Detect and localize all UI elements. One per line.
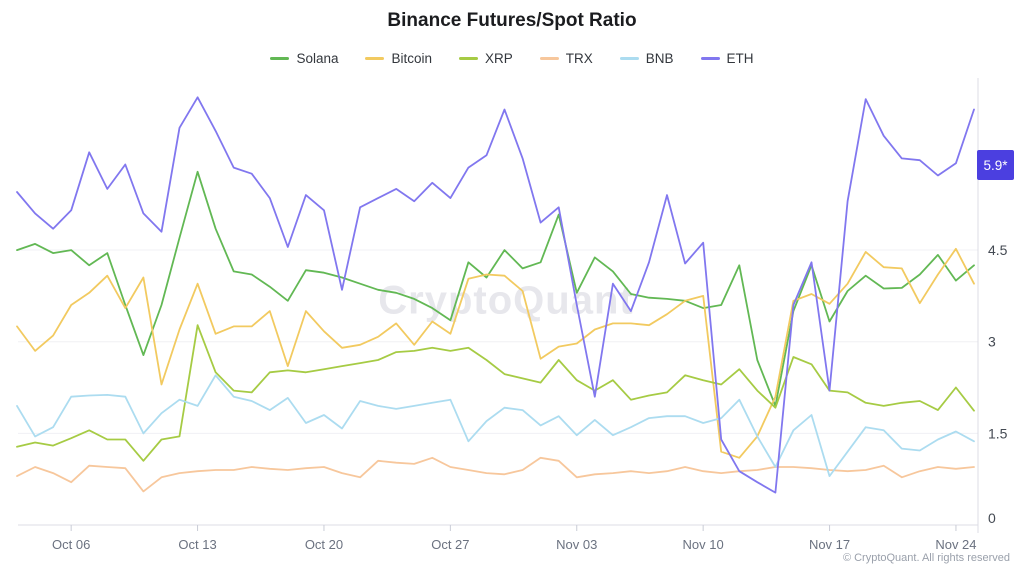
legend-label: BNB bbox=[645, 50, 674, 66]
copyright-note: © CryptoQuant. All rights reserved bbox=[842, 552, 1010, 564]
series-line-xrp bbox=[16, 324, 975, 462]
legend-dash-icon bbox=[459, 56, 479, 60]
series-line-bitcoin bbox=[16, 247, 975, 459]
legend-label: Solana bbox=[296, 50, 339, 66]
y-axis-label: 0 bbox=[988, 510, 996, 526]
legend-dash-icon bbox=[619, 56, 639, 60]
legend-item-bnb[interactable]: BNB bbox=[619, 50, 674, 66]
watermark: CryptoQuant bbox=[378, 278, 634, 323]
legend-item-solana[interactable]: Solana bbox=[270, 51, 338, 66]
legend-dash-icon bbox=[700, 56, 720, 60]
x-axis-label: Oct 06 bbox=[52, 537, 90, 552]
legend-item-eth[interactable]: ETH bbox=[700, 50, 754, 66]
x-axis-label: Nov 24 bbox=[935, 537, 976, 552]
legend-item-trx[interactable]: TRX bbox=[539, 50, 593, 66]
series-line-eth bbox=[16, 96, 975, 494]
series-line-trx bbox=[16, 456, 975, 493]
legend-dash-icon bbox=[539, 56, 559, 60]
legend-label: TRX bbox=[565, 50, 593, 66]
series-line-bnb bbox=[16, 374, 975, 478]
y-axis-label: 3 bbox=[988, 334, 996, 350]
legend-dash-icon bbox=[270, 56, 290, 60]
y-axis-label: 4.5 bbox=[988, 242, 1008, 258]
y-axis-label: 1.5 bbox=[988, 425, 1008, 441]
legend-label: XRP bbox=[485, 50, 513, 66]
legend: Solana Bitcoin XRP TRX BNB ETH bbox=[0, 49, 1024, 67]
legend-dash-icon bbox=[365, 56, 385, 60]
x-axis-label: Nov 10 bbox=[683, 537, 724, 552]
legend-item-bitcoin[interactable]: Bitcoin bbox=[365, 51, 432, 66]
legend-label: ETH bbox=[726, 50, 754, 66]
latest-value-badge: 5.9* bbox=[977, 150, 1014, 180]
x-axis-label: Oct 27 bbox=[431, 537, 469, 552]
x-axis-label: Nov 03 bbox=[556, 537, 597, 552]
legend-item-xrp[interactable]: XRP bbox=[459, 51, 513, 66]
x-axis-label: Nov 17 bbox=[809, 537, 850, 552]
series-line-solana bbox=[16, 170, 975, 407]
x-axis-label: Oct 20 bbox=[305, 537, 343, 552]
x-axis-label: Oct 13 bbox=[178, 537, 216, 552]
legend-label: Bitcoin bbox=[391, 50, 433, 66]
chart-title: Binance Futures/Spot Ratio bbox=[387, 10, 637, 31]
